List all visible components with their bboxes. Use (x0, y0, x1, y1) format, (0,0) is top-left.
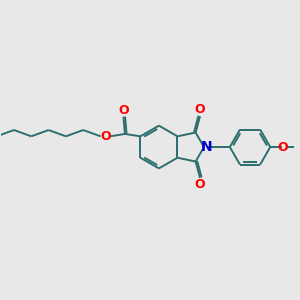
Text: O: O (195, 103, 205, 116)
Text: O: O (100, 130, 111, 143)
Text: N: N (200, 140, 212, 154)
Text: O: O (195, 178, 205, 191)
Text: O: O (118, 104, 129, 117)
Text: O: O (278, 140, 288, 154)
